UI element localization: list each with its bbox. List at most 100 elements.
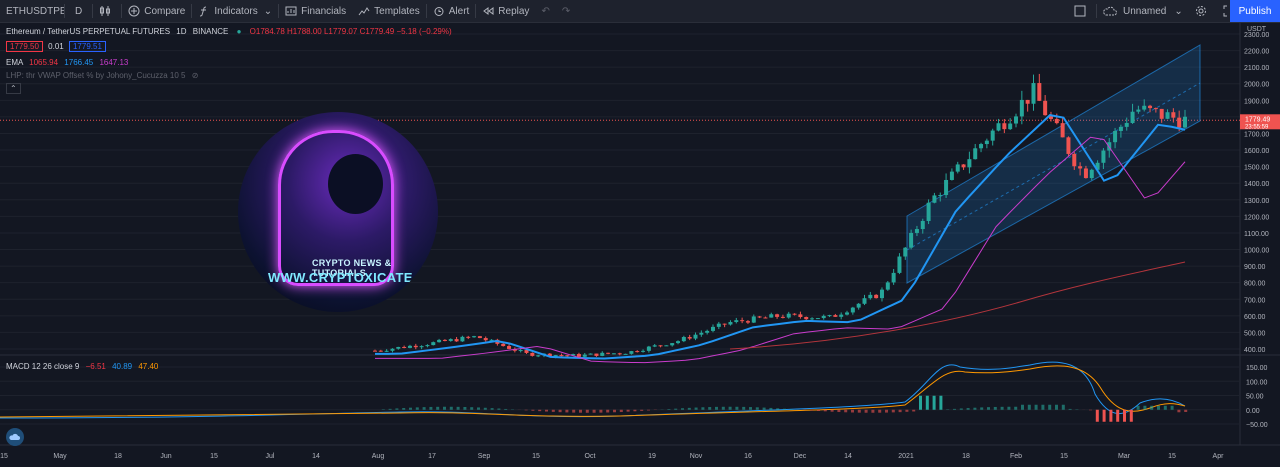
macd-histogram-bar xyxy=(980,407,984,410)
macd-histogram-bar xyxy=(687,407,691,410)
lhp-label: LHP: thr VWAP Offset % by Johony_Cucuzza… xyxy=(6,71,186,80)
macd-histogram-bar xyxy=(823,409,827,412)
settings-button[interactable] xyxy=(1189,0,1217,22)
candle-body xyxy=(384,350,389,352)
hood-face-shape xyxy=(328,154,383,214)
divider xyxy=(278,4,280,18)
publish-button[interactable]: Publish xyxy=(1230,0,1280,22)
divider xyxy=(191,4,193,18)
time-axis-tick: Oct xyxy=(585,453,596,460)
price-axis-tick: 600.00 xyxy=(1244,314,1266,321)
macd-histogram-bar xyxy=(1163,405,1167,410)
candle-body xyxy=(1124,122,1129,127)
candle-body xyxy=(1008,123,1013,130)
candle-body xyxy=(856,303,861,308)
macd-histogram-bar xyxy=(599,409,603,413)
symbol-legend: Ethereum / TetherUS PERPETUAL FUTURES 1D… xyxy=(6,27,452,36)
macd-histogram-bar xyxy=(1157,405,1160,410)
macd-histogram-bar xyxy=(769,407,773,410)
price-axis-tick: 1700.00 xyxy=(1244,131,1269,138)
time-axis-tick: 15 xyxy=(210,453,218,460)
candle-body xyxy=(1054,118,1059,124)
candle-body xyxy=(623,353,628,355)
price-axis-tick: 1600.00 xyxy=(1244,148,1269,155)
time-axis-tick: 15 xyxy=(1060,453,1068,460)
candle-body xyxy=(1136,109,1141,112)
macd-histogram-bar xyxy=(538,409,542,412)
redo-button[interactable]: ↷ xyxy=(556,0,576,22)
macd-line xyxy=(0,361,1186,419)
macd-signal-value: 47.40 xyxy=(138,362,159,371)
candle-body xyxy=(553,355,558,357)
sell-price-button[interactable]: 1779.50 xyxy=(6,41,43,52)
financials-button[interactable]: Financials xyxy=(279,0,352,22)
macd-histogram-bar xyxy=(626,409,630,412)
gear-icon xyxy=(1195,6,1206,16)
ema-legend[interactable]: EMA 1065.94 1766.45 1647.13 xyxy=(6,58,128,67)
compare-label: Compare xyxy=(144,5,186,17)
macd-histogram-bar xyxy=(1109,409,1113,422)
countdown-label: 23:55:59 xyxy=(1245,124,1269,130)
time-axis-tick: 15 xyxy=(1168,453,1176,460)
select-layout-button[interactable] xyxy=(1068,0,1096,22)
symbol-search[interactable]: ETHUSDTPEF xyxy=(6,5,64,17)
macd-legend[interactable]: MACD 12 26 close 9 −6.51 40.89 47.40 xyxy=(6,362,158,371)
templates-button[interactable]: Templates xyxy=(352,0,426,22)
candle-body xyxy=(763,317,768,319)
ohlc-high: H1788.00 xyxy=(287,27,322,36)
indicators-button[interactable]: Indicators ⌄ xyxy=(192,0,278,22)
macd-histogram-bar xyxy=(613,409,616,413)
undo-button[interactable]: ↶ xyxy=(535,0,555,22)
macd-histogram-bar xyxy=(844,409,848,413)
candle-body xyxy=(611,353,616,355)
macd-histogram-bar xyxy=(1150,405,1154,410)
candle-body xyxy=(1072,153,1077,167)
time-axis-tick: Nov xyxy=(690,453,703,460)
candle-body xyxy=(1083,168,1088,179)
macd-histogram-bar xyxy=(735,406,739,410)
candle-body xyxy=(425,345,430,347)
candle-body xyxy=(466,336,471,338)
interval-button[interactable]: D xyxy=(75,5,83,17)
alert-button[interactable]: Alert xyxy=(427,0,476,22)
candles-icon xyxy=(100,6,111,16)
macd-axis-tick: 150.00 xyxy=(1246,365,1268,372)
layout-name-button[interactable]: Unnamed ⌄ xyxy=(1097,0,1189,22)
macd-signal-line xyxy=(0,365,1186,418)
replay-button[interactable]: Replay xyxy=(476,0,535,22)
time-axis-tick: 15 xyxy=(0,453,8,460)
symbol-exchange: BINANCE xyxy=(192,27,229,36)
candle-body xyxy=(804,317,809,320)
eye-slash-icon[interactable]: ⊘ xyxy=(191,71,199,80)
lhp-legend[interactable]: LHP: thr VWAP Offset % by Johony_Cucuzza… xyxy=(6,71,198,80)
ema-line-slow xyxy=(729,261,1186,350)
collapse-legend-button[interactable]: ⌃ xyxy=(6,83,21,94)
macd-histogram-bar xyxy=(551,409,555,412)
time-axis-tick: 15 xyxy=(532,453,540,460)
candle-body xyxy=(501,343,506,347)
candle-body xyxy=(664,345,669,347)
chart-style-button[interactable] xyxy=(93,0,121,22)
macd-histogram-bar xyxy=(402,408,406,410)
candle-body xyxy=(1048,115,1053,119)
candle-body xyxy=(670,343,675,346)
buy-price-button[interactable]: 1779.51 xyxy=(68,41,106,52)
candle-body xyxy=(914,229,919,233)
candle-body xyxy=(681,337,686,342)
candle-body xyxy=(477,336,482,339)
time-axis-tick: Apr xyxy=(1213,453,1225,460)
candle-body xyxy=(1095,162,1100,170)
candle-body xyxy=(973,148,978,160)
candle-body xyxy=(1089,169,1094,179)
candle-body xyxy=(984,140,989,145)
time-axis-tick: 19 xyxy=(648,453,656,460)
macd-histogram-bar xyxy=(1027,404,1031,410)
time-axis-tick: Jul xyxy=(266,453,275,460)
macd-histogram-bar xyxy=(497,408,501,410)
chart-area[interactable]: USDT 2300.00 2200.00 2100.00 2000.00 1900.00 1… xyxy=(0,22,1280,467)
compare-button[interactable]: Compare xyxy=(122,0,191,22)
time-axis-tick: 14 xyxy=(844,453,852,460)
tv-logo-button[interactable] xyxy=(6,428,24,446)
macd-histogram-bar xyxy=(633,409,637,412)
